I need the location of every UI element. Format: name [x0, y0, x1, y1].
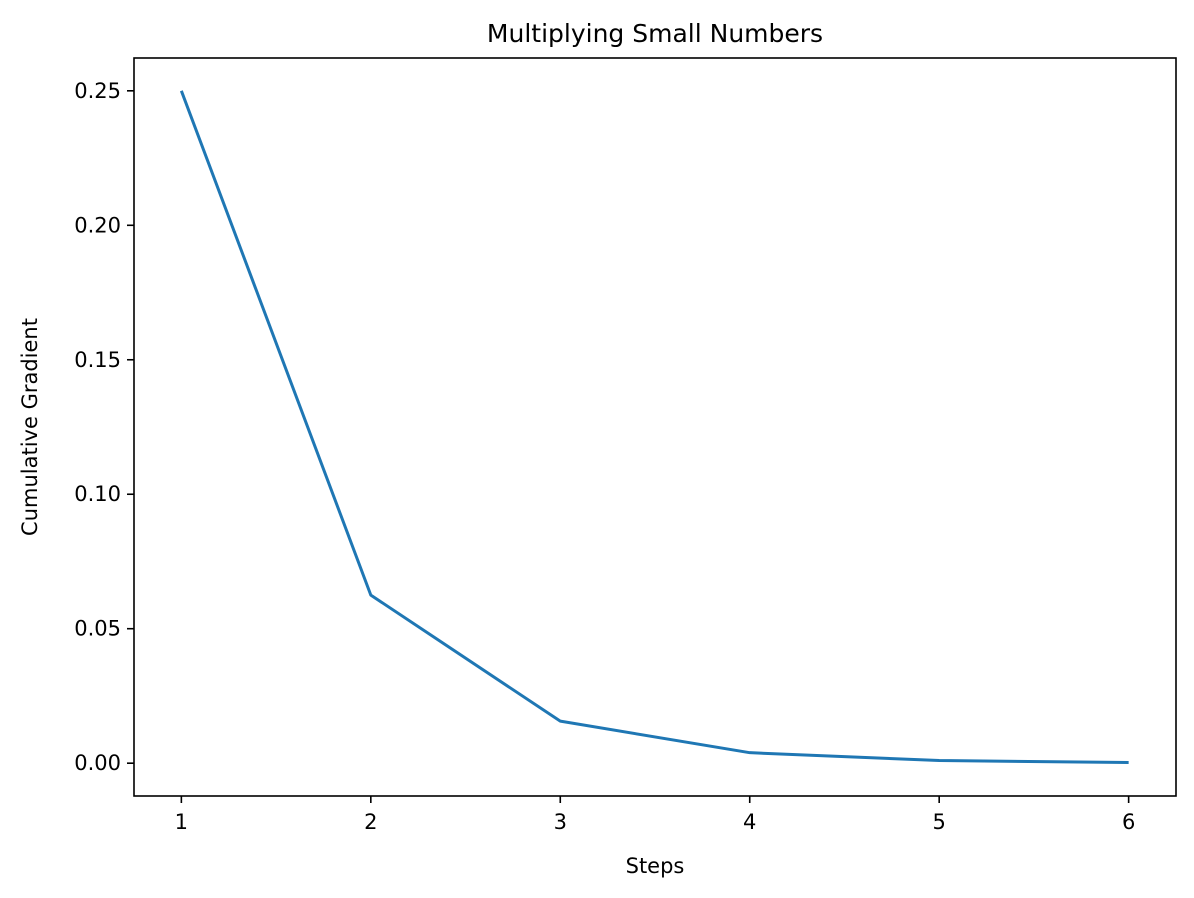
y-tick-label: 0.05 [74, 617, 121, 641]
x-tick-label: 4 [743, 810, 756, 834]
chart-title: Multiplying Small Numbers [487, 19, 823, 48]
series-layer [179, 90, 1129, 765]
series-line [179, 90, 1129, 765]
x-tick-label: 3 [554, 810, 567, 834]
plot-frame [133, 57, 1177, 797]
x-tick-label: 5 [932, 810, 945, 834]
y-tick-label: 0.15 [74, 348, 121, 372]
x-tick-label: 6 [1122, 810, 1135, 834]
x-tick-label: 2 [364, 810, 377, 834]
x-tick-label: 1 [175, 810, 188, 834]
x-axis-title: Steps [626, 854, 685, 878]
y-tick-label: 0.25 [74, 79, 121, 103]
y-tick-label: 0.10 [74, 482, 121, 506]
y-tick-label: 0.20 [74, 213, 121, 237]
ticks-layer: 1 2 3 4 5 6 0.00 0.05 0.10 0.15 0.20 0.25 [74, 79, 1135, 834]
y-axis-title: Cumulative Gradient [18, 318, 42, 536]
y-tick-label: 0.00 [74, 751, 121, 775]
